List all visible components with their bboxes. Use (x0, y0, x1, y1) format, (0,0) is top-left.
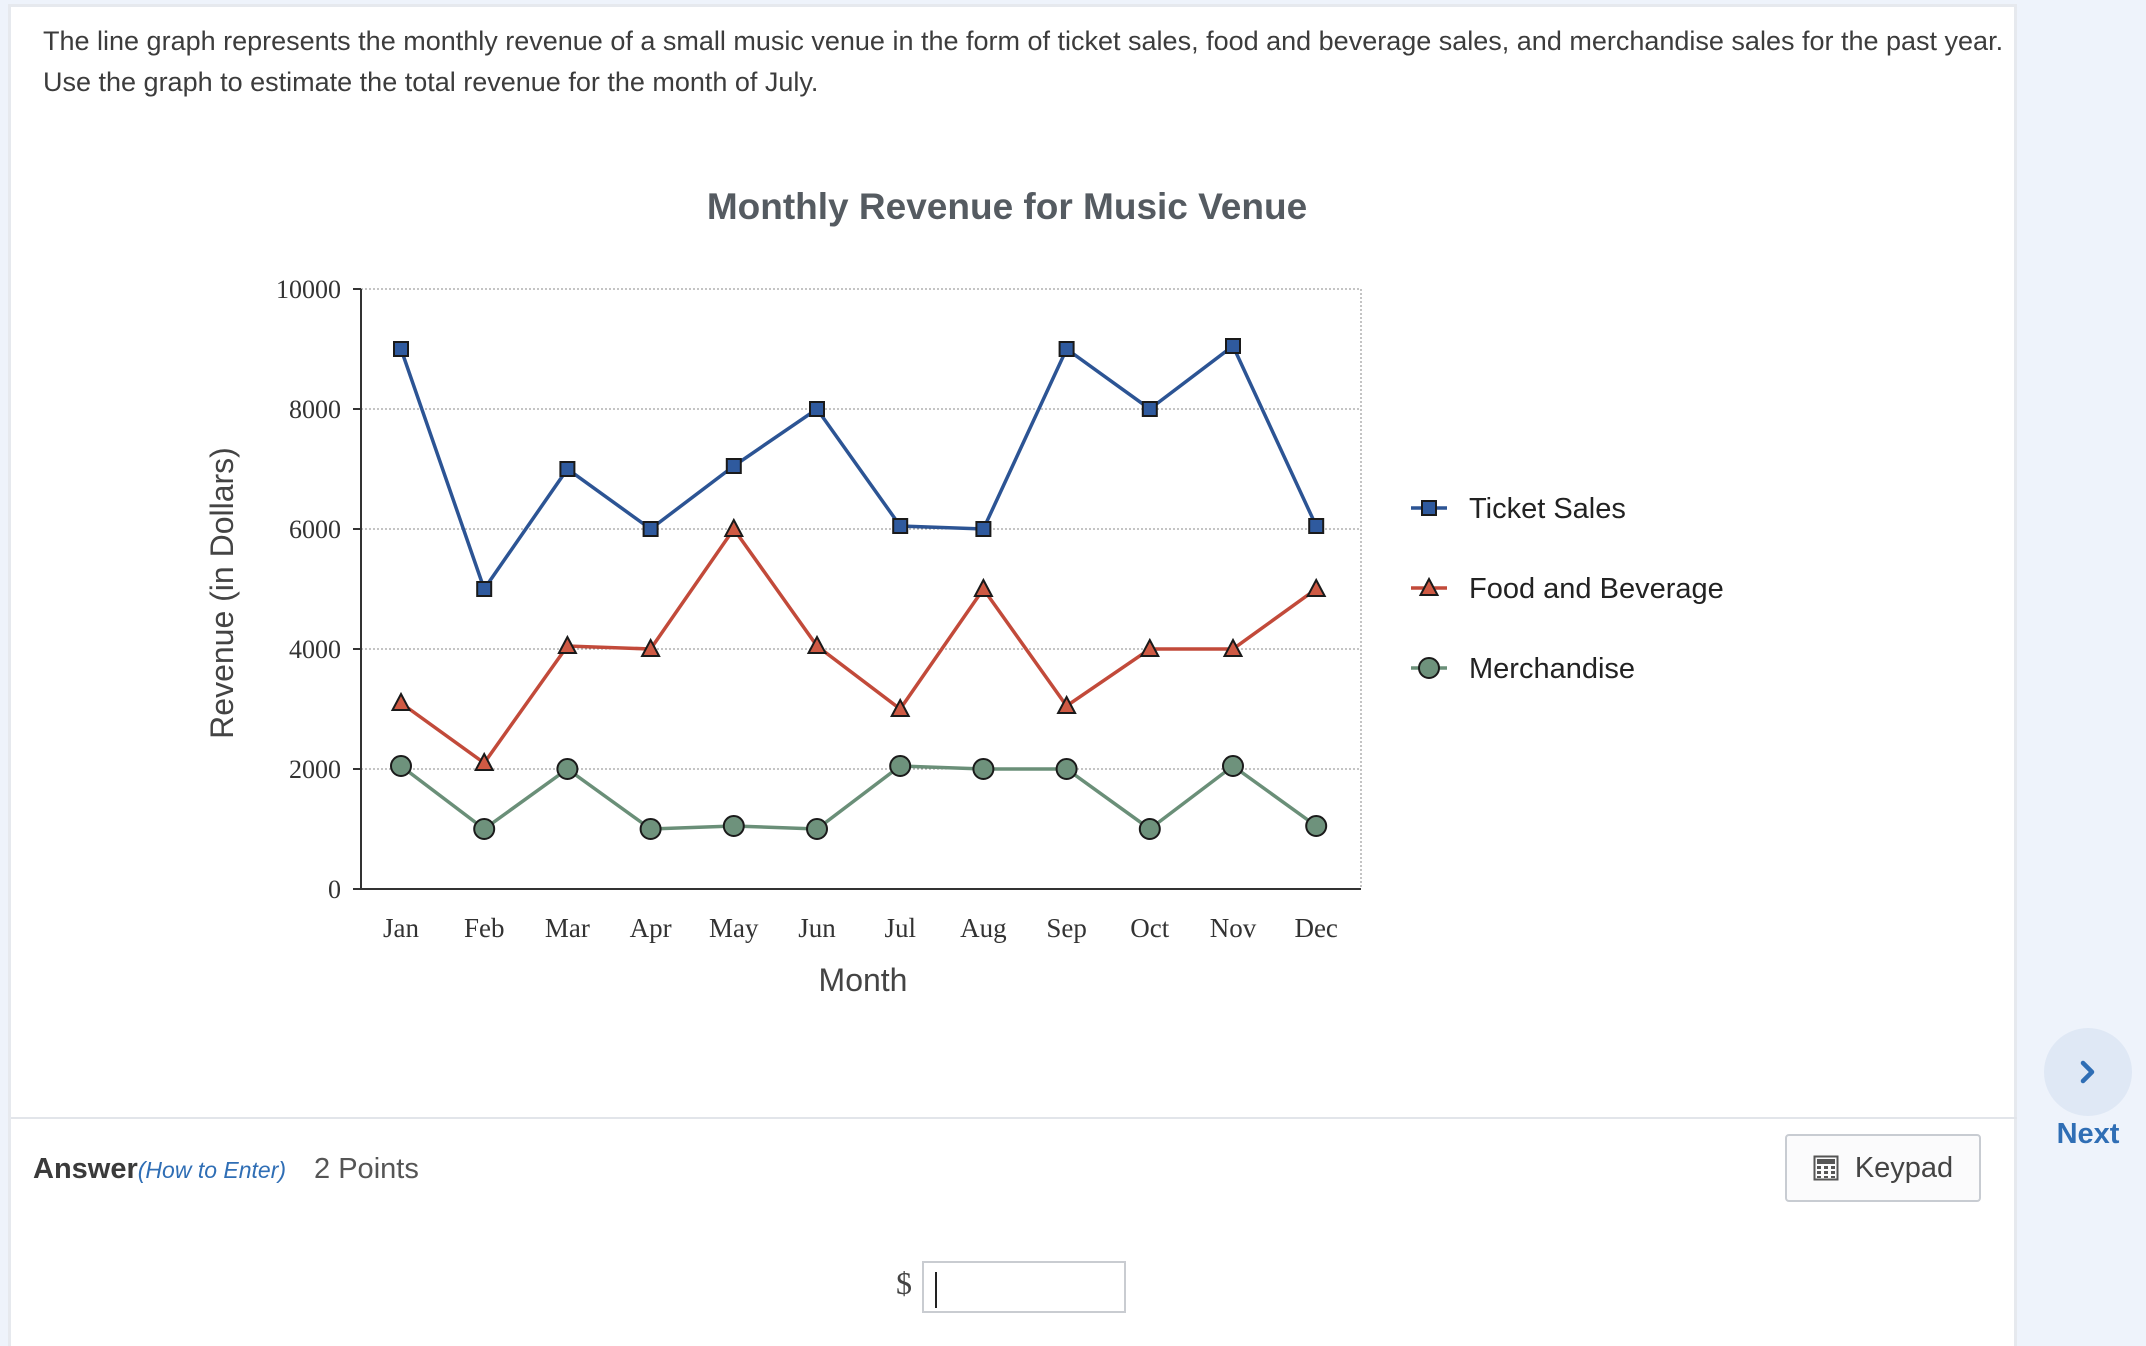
calculator-icon (1813, 1155, 1839, 1181)
next-label[interactable]: Next (2056, 1118, 2120, 1150)
data-point-ticket-sales (809, 401, 825, 417)
data-point-food-and-beverage (806, 634, 828, 654)
x-tick-label: Sep (1046, 913, 1087, 943)
legend-label-food-and-beverage: Food and Beverage (1469, 573, 1724, 605)
keypad-label: Keypad (1854, 1151, 1954, 1184)
data-point-merchandise (1055, 758, 1078, 780)
data-point-ticket-sales (642, 521, 659, 537)
data-point-food-and-beverage (890, 697, 911, 717)
data-point-ticket-sales (1225, 338, 1241, 354)
data-point-ticket-sales (892, 518, 909, 534)
data-point-merchandise (889, 755, 912, 777)
y-axis-label: Revenue (in Dollars) (204, 447, 240, 739)
data-point-ticket-sales (975, 521, 992, 537)
data-point-ticket-sales (1058, 341, 1075, 357)
x-tick-label: Jul (884, 913, 916, 943)
points-label: 2 Points (314, 1153, 419, 1185)
x-tick-label: Oct (1130, 913, 1169, 943)
chart-title: Monthly Revenue for Music Venue (707, 186, 1307, 227)
question-text: The line graph represents the monthly re… (43, 26, 2004, 97)
chevron-right-icon (2080, 1060, 2095, 1084)
y-tick-label: 10000 (276, 275, 341, 304)
x-tick-label: Jan (383, 913, 419, 943)
data-point-merchandise (473, 818, 496, 840)
data-point-food-and-beverage (723, 517, 744, 537)
legend-marker-ticket-sales (1421, 500, 1437, 516)
y-tick-label: 2000 (289, 755, 341, 784)
data-point-merchandise (972, 758, 995, 780)
answer-label: Answer (33, 1153, 138, 1185)
text-cursor (935, 1272, 937, 1308)
legend-label-merchandise: Merchandise (1469, 653, 1635, 685)
data-point-merchandise (639, 818, 662, 840)
legend-label-ticket-sales: Ticket Sales (1469, 493, 1626, 525)
keypad-button[interactable]: Keypad (1785, 1134, 1981, 1202)
x-tick-label: May (709, 913, 759, 943)
data-point-food-and-beverage (557, 634, 578, 654)
x-tick-label: Mar (545, 913, 590, 943)
answer-row: Answer (How to Enter) 2 Points (33, 1153, 419, 1193)
data-point-merchandise (1138, 818, 1161, 840)
how-to-enter-link[interactable]: (How to Enter) (137, 1157, 287, 1183)
data-point-ticket-sales (476, 581, 493, 597)
data-point-ticket-sales (1308, 518, 1325, 534)
data-point-food-and-beverage (973, 577, 994, 597)
line-chart: Monthly Revenue for Music Venue 0 2000 4000… (204, 186, 1724, 998)
next-button[interactable] (2044, 1028, 2132, 1116)
y-tick-label: 8000 (289, 395, 341, 424)
answer-input[interactable] (922, 1261, 1126, 1313)
data-point-ticket-sales (725, 458, 742, 474)
series-line-merchandise (399, 763, 1318, 832)
data-point-food-and-beverage (1306, 577, 1327, 597)
data-point-food-and-beverage (1056, 694, 1077, 714)
data-point-merchandise (390, 755, 412, 777)
data-point-merchandise (806, 818, 828, 840)
series-line-food-and-beverage (399, 525, 1318, 766)
question-card: The line graph represents the monthly re… (8, 4, 2017, 1346)
data-point-ticket-sales (559, 461, 576, 477)
currency-symbol: $ (896, 1265, 912, 1301)
x-axis-label: Month (819, 962, 908, 998)
x-tick-label: Aug (960, 913, 1007, 943)
x-tick-label: Apr (630, 913, 672, 943)
legend-marker-merchandise (1418, 657, 1440, 679)
data-point-ticket-sales (1141, 401, 1158, 417)
y-tick-label: 0 (328, 875, 341, 904)
data-point-ticket-sales (393, 341, 409, 357)
legend-marker-food-and-beverage (1418, 576, 1440, 596)
data-point-merchandise (1222, 755, 1244, 777)
data-point-merchandise (556, 758, 579, 780)
y-tick-label: 6000 (289, 515, 341, 544)
x-tick-label: Dec (1294, 913, 1337, 943)
data-point-food-and-beverage (1222, 637, 1244, 657)
y-tick-label: 4000 (289, 635, 341, 664)
divider (11, 1117, 2017, 1119)
data-point-food-and-beverage (640, 637, 661, 657)
data-point-merchandise (1305, 815, 1328, 837)
data-point-merchandise (722, 815, 745, 837)
x-tick-label: Feb (464, 913, 505, 943)
x-tick-label: Nov (1210, 913, 1257, 943)
data-point-food-and-beverage (474, 751, 495, 771)
series-line-ticket-sales (399, 343, 1318, 593)
data-point-food-and-beverage (390, 691, 412, 711)
x-tick-label: Jun (798, 913, 836, 943)
data-point-food-and-beverage (1139, 637, 1160, 657)
